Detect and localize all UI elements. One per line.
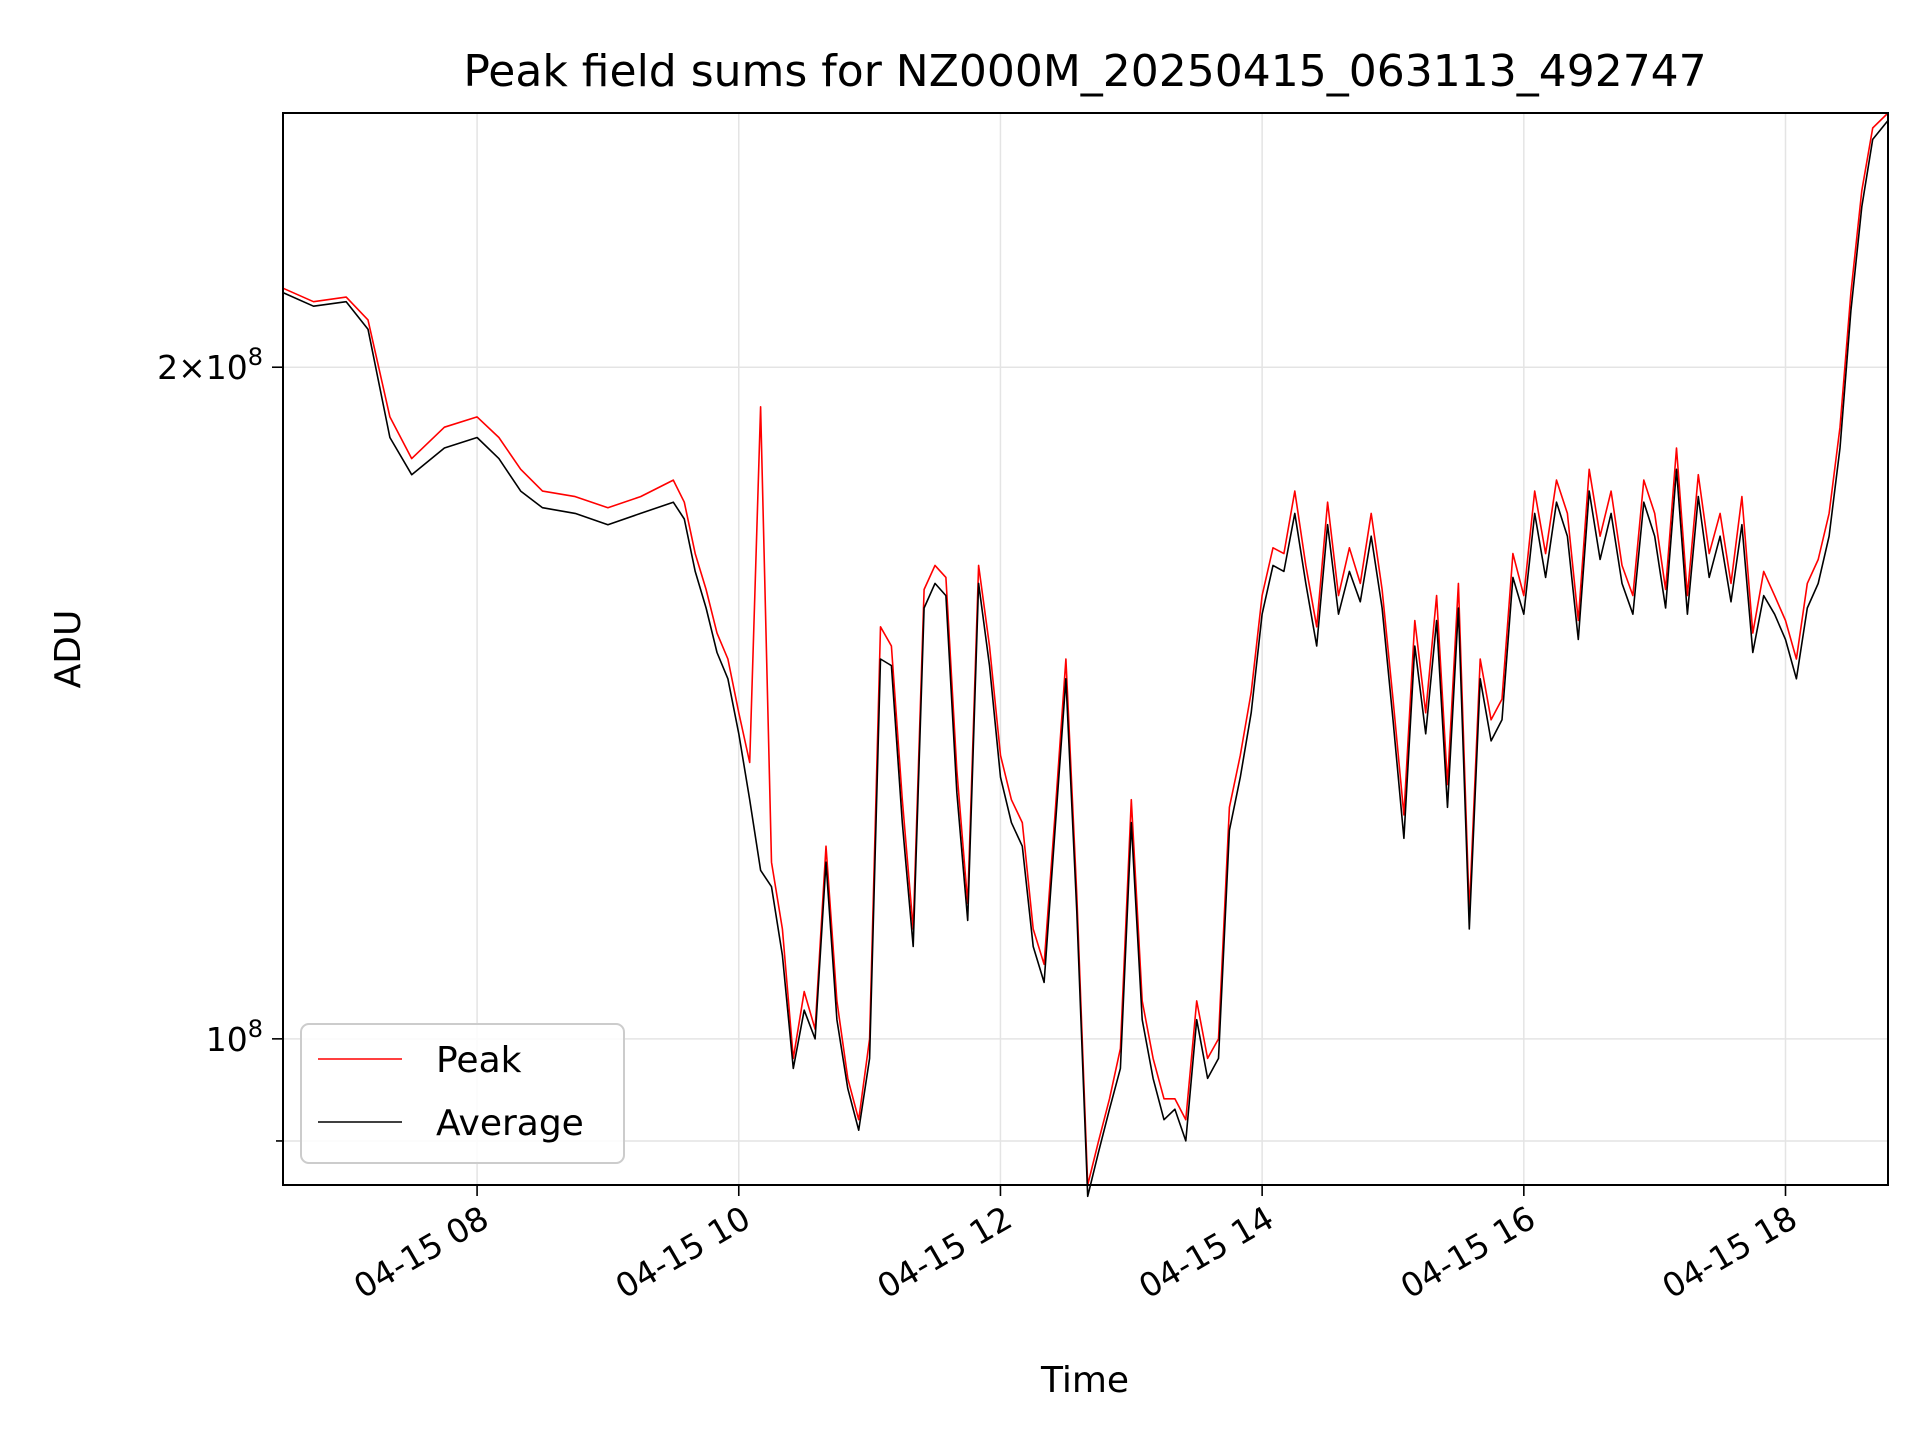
series-line-average [282,119,1889,1198]
legend-label-average: Average [436,1103,584,1144]
x-axis-label: Time [1040,1360,1129,1401]
series-group [282,112,1889,1198]
series-line-peak [282,112,1889,1186]
legend: Peak Average [300,1023,625,1164]
chart-title: Peak field sums for NZ000M_20250415_0631… [463,46,1706,97]
y-axis-label: ADU [48,610,89,689]
y-tick-label: 108 [206,1015,263,1059]
plot-frame [282,112,1889,1186]
y-tick-label: 2×108 [157,343,263,387]
y-axis: 2×108 108 [157,343,283,1142]
legend-label-peak: Peak [436,1040,522,1081]
